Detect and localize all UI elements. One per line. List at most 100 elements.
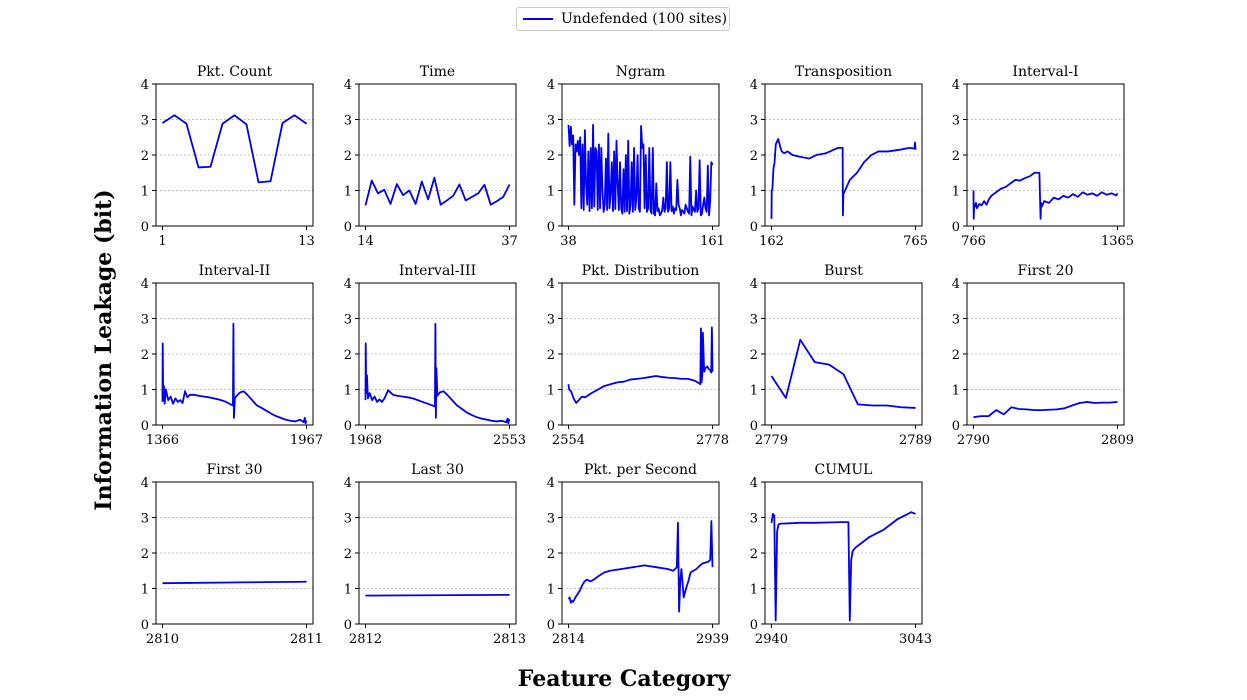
subplot-title: Time: [420, 64, 455, 80]
series-line: [162, 580, 307, 585]
subplot: 0 1 2 3 4 2940 3043 CUMUL: [750, 462, 932, 647]
x-tick-label: 1366: [146, 433, 179, 448]
subplot: 0 1 2 3 4 2810 2811 First 30: [141, 462, 323, 647]
y-tick-label: 2: [141, 348, 149, 363]
subplot: 0 1 2 3 4 162 765 Transposition: [750, 64, 928, 249]
x-tick-label: 2789: [899, 433, 932, 448]
x-tick-label: 2813: [493, 632, 526, 647]
legend: Undefended (100 sites): [516, 7, 730, 31]
series-line: [770, 511, 916, 622]
y-tick-label: 2: [344, 348, 352, 363]
x-tick-label: 2779: [755, 433, 788, 448]
x-tick-label: 1: [158, 234, 166, 249]
y-tick-label: 1: [952, 384, 960, 399]
y-tick-label: 4: [750, 476, 758, 491]
subplot-title: Ngram: [616, 64, 666, 80]
y-tick-label: 0: [547, 419, 555, 434]
y-tick-label: 3: [750, 313, 758, 328]
series-line: [972, 171, 1119, 220]
y-tick-label: 2: [344, 547, 352, 562]
y-tick-label: 0: [547, 220, 555, 235]
y-tick-label: 4: [344, 476, 352, 491]
x-tick-label: 765: [903, 234, 928, 249]
y-tick-label: 0: [344, 419, 352, 434]
y-tick-label: 2: [750, 149, 758, 164]
subplot-title: Transposition: [795, 64, 892, 80]
x-tick-label: 2939: [696, 632, 729, 647]
subplot: 0 1 2 3 4 1366 1967 Interval-II: [141, 263, 323, 448]
x-tick-label: 2790: [957, 433, 990, 448]
subplot-title: Burst: [824, 263, 863, 279]
y-tick-label: 2: [750, 348, 758, 363]
x-tick-label: 1967: [290, 433, 323, 448]
series-line: [364, 322, 511, 425]
y-tick-label: 1: [344, 384, 352, 399]
y-tick-label: 2: [547, 149, 555, 164]
y-tick-label: 3: [344, 114, 352, 129]
y-tick-label: 3: [952, 114, 960, 129]
y-tick-label: 0: [344, 220, 352, 235]
x-tick-label: 161: [700, 234, 725, 249]
x-axis-label: Feature Category: [517, 666, 731, 692]
subplot-title: CUMUL: [815, 462, 873, 478]
y-tick-label: 1: [344, 185, 352, 200]
y-tick-label: 2: [547, 547, 555, 562]
y-tick-label: 3: [344, 313, 352, 328]
x-tick-label: 2814: [552, 632, 585, 647]
y-tick-label: 3: [141, 114, 149, 129]
subplot-title: Interval-III: [399, 263, 476, 279]
subplot-title: Interval-II: [199, 263, 271, 279]
x-tick-label: 3043: [899, 632, 932, 647]
x-tick-label: 1365: [1101, 234, 1134, 249]
series-line: [973, 401, 1118, 419]
y-tick-label: 1: [750, 185, 758, 200]
series-line: [770, 138, 917, 219]
subplot: 0 1 2 3 4 14 37 Time: [344, 64, 518, 249]
subplot-title: Pkt. Distribution: [582, 263, 700, 279]
y-tick-label: 1: [750, 384, 758, 399]
y-tick-label: 4: [750, 277, 758, 292]
series-line: [364, 176, 511, 206]
y-tick-label: 0: [952, 220, 960, 235]
y-tick-label: 2: [344, 149, 352, 164]
y-tick-label: 3: [141, 512, 149, 527]
x-tick-label: 2811: [290, 632, 323, 647]
subplot: 0 1 2 3 4 2790 2809 First 20: [952, 263, 1134, 448]
y-tick-label: 2: [750, 547, 758, 562]
y-tick-label: 0: [547, 618, 555, 633]
y-tick-label: 2: [141, 149, 149, 164]
subplot-title: Interval-I: [1012, 64, 1078, 80]
x-tick-label: 2778: [696, 433, 729, 448]
y-tick-label: 1: [547, 384, 555, 399]
x-tick-label: 2809: [1101, 433, 1134, 448]
y-tick-label: 1: [547, 185, 555, 200]
y-tick-label: 3: [750, 114, 758, 129]
subplot-title: Last 30: [411, 462, 464, 478]
series-line: [161, 322, 308, 425]
x-tick-label: 2554: [552, 433, 585, 448]
y-tick-label: 1: [141, 583, 149, 598]
y-tick-label: 3: [141, 313, 149, 328]
x-tick-label: 162: [759, 234, 784, 249]
legend-label: Undefended (100 sites): [561, 11, 728, 27]
y-tick-label: 4: [547, 277, 555, 292]
y-tick-label: 0: [750, 419, 758, 434]
y-tick-label: 0: [141, 618, 149, 633]
series-line: [567, 123, 714, 217]
x-tick-label: 2810: [146, 632, 179, 647]
y-tick-label: 2: [952, 348, 960, 363]
y-tick-label: 4: [547, 78, 555, 93]
subplot: 0 1 2 3 4 2814 2939 Pkt. per Second: [547, 462, 729, 647]
y-tick-label: 1: [141, 185, 149, 200]
y-tick-label: 1: [547, 583, 555, 598]
subplot: 0 1 2 3 4 2779 2789 Burst: [750, 263, 932, 448]
y-tick-label: 4: [344, 78, 352, 93]
x-tick-label: 13: [298, 234, 315, 249]
x-tick-label: 2553: [493, 433, 526, 448]
y-tick-label: 4: [141, 78, 149, 93]
y-tick-label: 4: [750, 78, 758, 93]
x-tick-label: 37: [501, 234, 518, 249]
series-line: [567, 520, 714, 613]
y-tick-label: 4: [344, 277, 352, 292]
